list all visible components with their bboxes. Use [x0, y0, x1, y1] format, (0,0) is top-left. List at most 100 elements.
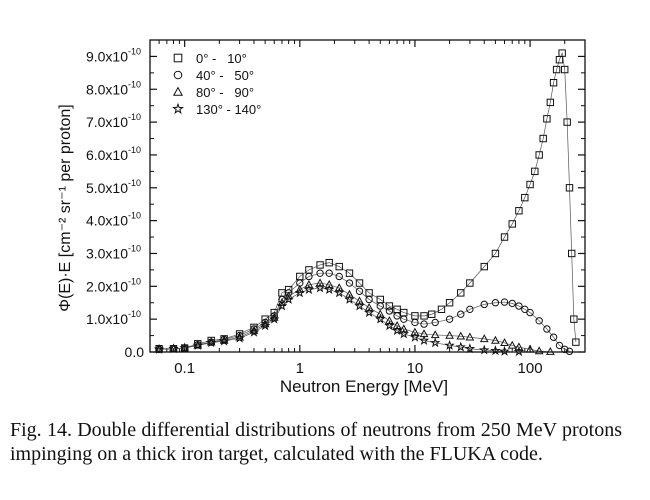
- data-point: [365, 295, 373, 304]
- data-point: [393, 312, 401, 320]
- data-point: [535, 317, 543, 325]
- data-point: [384, 320, 395, 331]
- data-point: [428, 310, 436, 318]
- data-point: [491, 335, 500, 344]
- x-tick-label: 1: [296, 360, 304, 377]
- y-tick-exponent: -10: [128, 145, 141, 155]
- data-point: [400, 315, 408, 323]
- data-point: [543, 325, 551, 333]
- data-point: [355, 279, 364, 287]
- data-point: [277, 298, 287, 306]
- data-point: [344, 293, 355, 304]
- y-tick-exponent: -10: [128, 79, 141, 89]
- data-point: [385, 316, 394, 325]
- y-tick-exponent: -10: [128, 112, 141, 122]
- data-point: [248, 326, 260, 337]
- data-point: [525, 344, 535, 353]
- data-point: [420, 312, 428, 320]
- legend-marker-circle: [173, 70, 183, 80]
- legend-marker-star: [172, 102, 184, 115]
- data-point: [429, 337, 441, 348]
- data-point: [398, 328, 410, 339]
- data-point: [444, 339, 455, 350]
- data-point: [234, 332, 245, 343]
- y-tick-exponent: -10: [128, 276, 141, 286]
- data-point: [437, 305, 446, 314]
- y-axis-label: Φ(E)·E [cm⁻² sr⁻¹ per proton]: [57, 104, 74, 311]
- data-point: [259, 320, 271, 331]
- data-point: [168, 343, 179, 354]
- data-point: [565, 347, 574, 356]
- data-point: [276, 300, 288, 311]
- data-point: [491, 299, 500, 307]
- data-point: [315, 278, 325, 287]
- data-point: [355, 287, 364, 295]
- data-point: [345, 269, 354, 277]
- data-point: [376, 302, 384, 310]
- data-point: [534, 346, 544, 355]
- data-point: [466, 279, 474, 287]
- data-point: [508, 220, 516, 228]
- data-point: [304, 279, 314, 288]
- data-point: [325, 258, 333, 267]
- data-point: [445, 299, 454, 307]
- data-point: [479, 334, 489, 343]
- data-point: [543, 115, 551, 123]
- data-point: [418, 334, 430, 345]
- data-point: [570, 315, 578, 323]
- y-tick-exponent: -10: [128, 46, 141, 56]
- data-point: [514, 342, 524, 351]
- data-point: [364, 302, 374, 311]
- data-point: [294, 287, 306, 298]
- data-point: [464, 343, 476, 354]
- data-point: [333, 287, 345, 298]
- data-point: [455, 341, 466, 352]
- data-point: [526, 308, 534, 317]
- y-tick-label: 5.0x10: [86, 180, 128, 196]
- data-point: [563, 118, 571, 126]
- data-point: [323, 284, 335, 295]
- data-point: [284, 291, 294, 300]
- data-point: [515, 207, 523, 215]
- data-point: [572, 338, 580, 346]
- data-point: [169, 343, 178, 352]
- x-axis-label: Neutron Energy [MeV]: [280, 377, 448, 396]
- data-point: [325, 269, 333, 277]
- legend-label: 40° - 50°: [196, 68, 254, 83]
- data-point: [500, 338, 509, 347]
- data-point: [507, 340, 517, 349]
- data-point: [521, 305, 529, 314]
- data-point: [335, 262, 343, 271]
- data-point: [192, 339, 204, 350]
- data-point: [456, 331, 466, 340]
- data-point: [445, 330, 454, 339]
- data-point: [375, 313, 386, 324]
- series-star: [153, 282, 525, 357]
- series-line: [159, 287, 519, 353]
- x-tick-label: 10: [407, 360, 424, 377]
- data-point: [515, 302, 523, 310]
- data-point: [269, 313, 280, 324]
- legend: 0° - 10° 40° - 50° 80° - 90° 130° - 140°: [172, 51, 261, 117]
- y-tick-label: 3.0x10: [86, 245, 128, 261]
- data-point: [491, 249, 500, 258]
- data-point: [545, 346, 555, 355]
- data-point: [355, 296, 364, 305]
- x-tick-label: 0.1: [174, 360, 195, 377]
- data-point: [490, 345, 501, 356]
- data-point: [546, 98, 555, 107]
- data-point: [568, 249, 576, 258]
- legend-label: 0° - 10°: [196, 51, 247, 66]
- data-point: [363, 307, 375, 318]
- data-point: [335, 272, 343, 281]
- data-point: [445, 315, 454, 323]
- figure-caption: Fig. 14. Double differential distributio…: [10, 419, 622, 465]
- data-point: [508, 299, 516, 308]
- y-tick-label: 0.0: [125, 344, 145, 360]
- y-tick-exponent: -10: [128, 211, 141, 221]
- data-point: [420, 320, 428, 328]
- y-tick-label: 1.0x10: [86, 311, 128, 327]
- series-line: [159, 282, 551, 353]
